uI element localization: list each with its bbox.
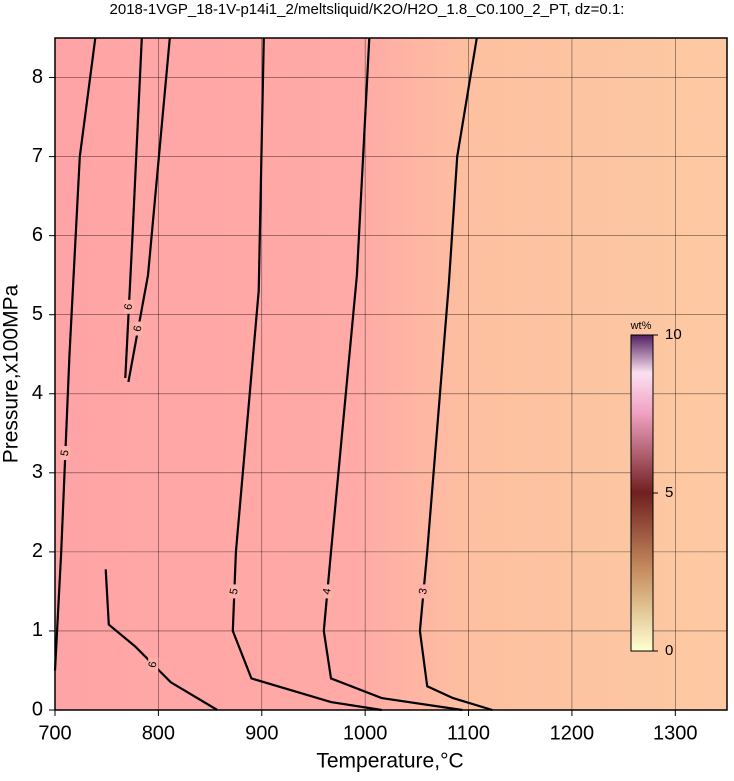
chart-title: 2018-1VGP_18-1V-p14i1_2/meltsliquid/K2O/… — [110, 1, 625, 18]
contour-label: 6 — [132, 324, 145, 332]
x-tick-label: 800 — [142, 722, 175, 744]
x-axis-label: Temperature,°C — [316, 750, 463, 773]
colorbar-label: wt% — [630, 320, 652, 332]
y-tick-label: 8 — [32, 66, 43, 88]
y-axis-label: Pressure,x100MPa — [0, 284, 23, 463]
contour-label-bg — [123, 299, 134, 314]
y-tick-label: 4 — [32, 382, 43, 404]
y-tick-label: 1 — [32, 619, 43, 641]
contour-label-bg — [418, 584, 429, 599]
y-tick-label: 2 — [32, 540, 43, 562]
contour-label: 6 — [147, 660, 160, 668]
y-tick-label: 6 — [32, 224, 43, 246]
colorbar-tick-label: 10 — [665, 326, 682, 343]
y-tick-label: 0 — [32, 698, 43, 720]
contour-label: 5 — [59, 449, 72, 457]
contour-line — [231, 37, 382, 712]
contour-label-bg — [322, 584, 333, 599]
contour-label: 6 — [122, 303, 135, 311]
colorbar-tick-label: 5 — [665, 484, 673, 501]
plot-frame — [54, 37, 728, 711]
contour-label-bg — [229, 584, 240, 599]
x-tick-label: 700 — [38, 722, 71, 744]
x-tick-label: 1100 — [447, 722, 490, 744]
y-tick-label: 5 — [32, 303, 43, 325]
x-tick-label: 1300 — [653, 722, 698, 744]
contour-line — [127, 37, 171, 383]
y-tick-label: 7 — [32, 145, 43, 167]
contour-label-bg — [148, 657, 159, 672]
contour-line — [104, 569, 218, 711]
contour-label: 3 — [417, 587, 430, 595]
contour-label: 5 — [228, 587, 241, 595]
contour-line — [124, 37, 143, 379]
x-tick-label: 900 — [245, 722, 278, 744]
x-tick-label: 1200 — [550, 722, 595, 744]
contour-line — [53, 37, 97, 671]
colorbar — [630, 334, 654, 652]
contour-line — [322, 37, 463, 712]
colorbar-tick-label: 0 — [665, 642, 673, 659]
contour-label: 4 — [321, 587, 334, 595]
y-tick-label: 3 — [32, 461, 43, 483]
contour-label-bg — [60, 446, 71, 461]
plot-background — [55, 38, 727, 710]
contour-label-bg — [133, 321, 144, 336]
x-tick-label: 1000 — [343, 722, 388, 744]
